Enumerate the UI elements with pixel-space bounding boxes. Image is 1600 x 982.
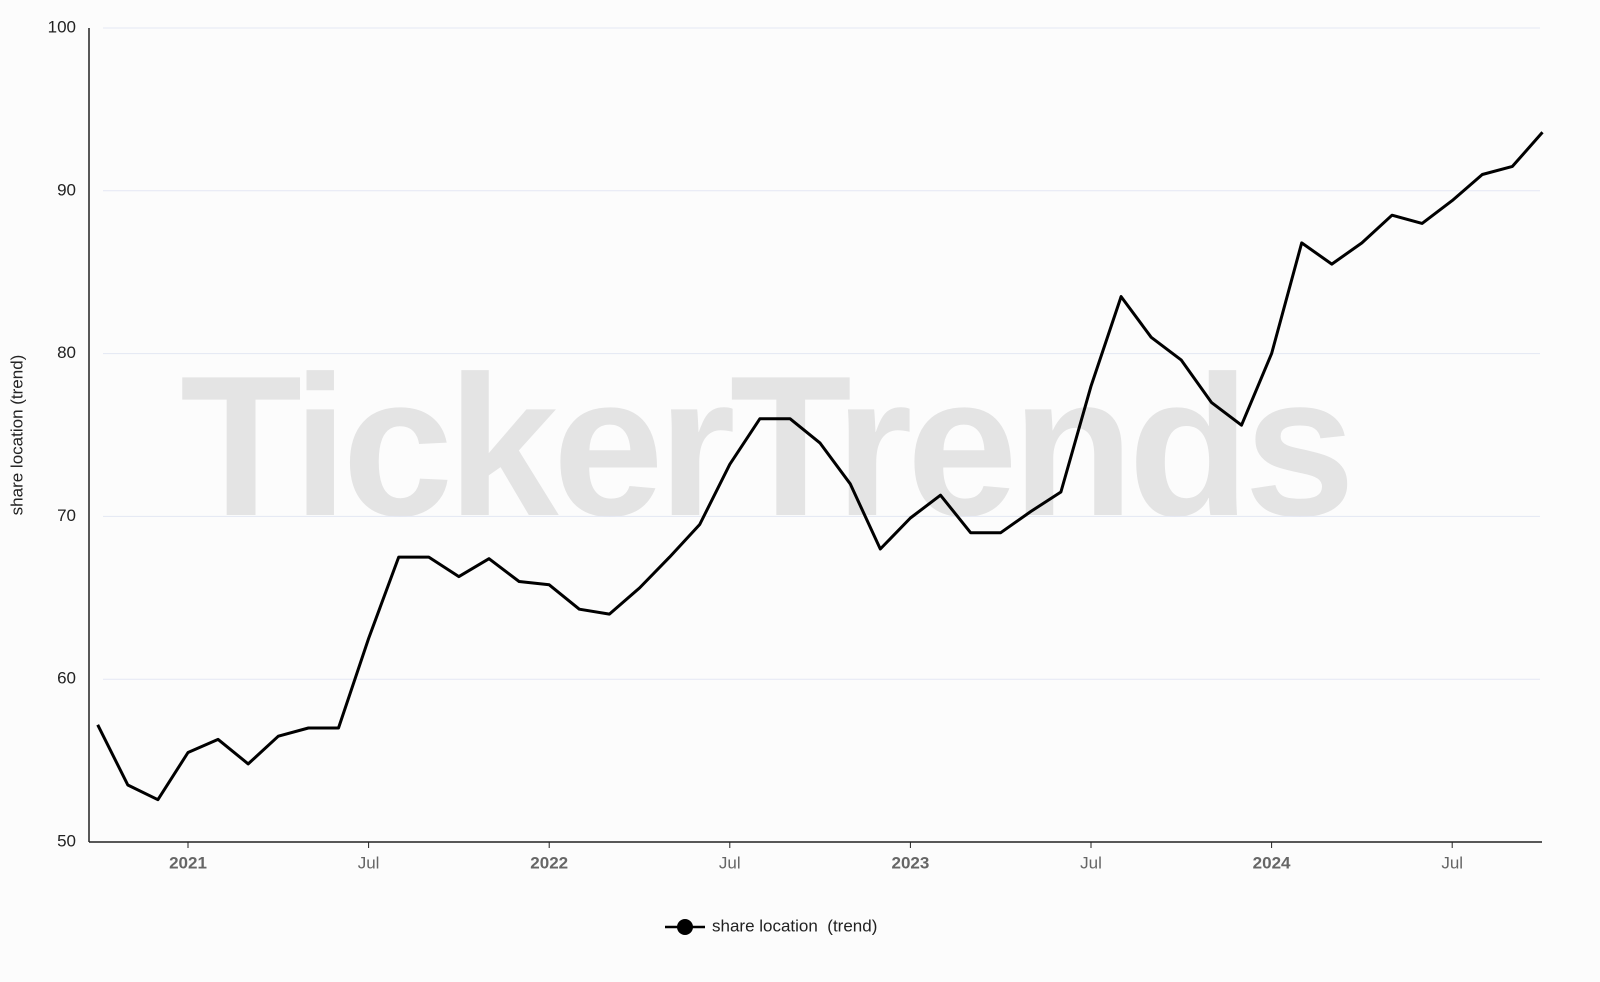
legend-label: share location (trend) [712, 916, 877, 935]
legend-marker [677, 919, 693, 935]
series-line [96, 131, 1544, 802]
y-tick-label: 70 [57, 506, 76, 525]
x-tick-label: Jul [719, 853, 741, 872]
x-tick-label: Jul [1441, 853, 1463, 872]
y-tick-label: 90 [57, 180, 76, 199]
x-tick-label: Jul [358, 853, 380, 872]
y-tick-label: 50 [57, 831, 76, 850]
watermark: TickerTrends [180, 335, 1349, 558]
x-tick-label: 2023 [891, 853, 929, 872]
x-tick-label: 2022 [530, 853, 568, 872]
y-tick-label: 80 [57, 343, 76, 362]
y-tick-label: 100 [48, 17, 76, 36]
y-axis-title: share location (trend) [7, 355, 26, 516]
y-tick-label: 60 [57, 669, 76, 688]
x-tick-label: Jul [1080, 853, 1102, 872]
x-tick-label: 2024 [1253, 853, 1291, 872]
x-tick-label: 2021 [169, 853, 207, 872]
